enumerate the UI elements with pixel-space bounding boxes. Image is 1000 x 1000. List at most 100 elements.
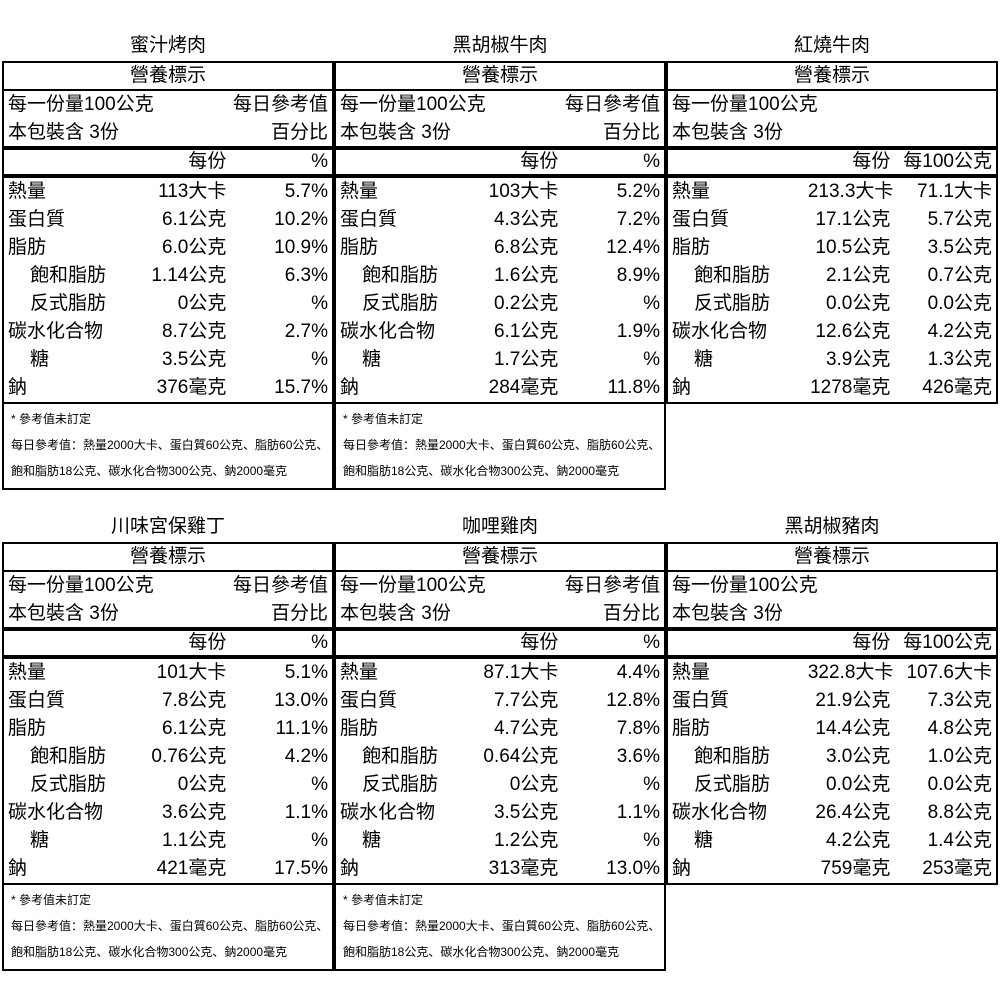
daily-value-header: 每日參考值 xyxy=(564,575,660,596)
nutrient-row: 熱量 103大卡 5.2% xyxy=(335,176,665,206)
nutrition-table: 營養標示 每一份量100公克 本包裝含 3份 每份 每100公克 熱量 213.3大卡 71.… xyxy=(666,61,998,404)
nutrition-label: 咖哩雞肉 營養標示 每一份量100公克 每日參考值 本包裝含 3份 百分比 每份% 熱量 87.… xyxy=(334,512,666,971)
nutrient-reference: 7.2% xyxy=(616,209,660,230)
nutrient-reference: 10.2% xyxy=(274,209,328,230)
nutrient-reference: 5.1% xyxy=(284,662,328,683)
nutrient-name: 反式脂肪 xyxy=(362,774,439,795)
footnote: * 參考值未訂定 每日參考值：熱量2000大卡、蛋白質60公克、脂肪60公克、 飽和… xyxy=(335,883,665,970)
column-header-row: 每份 每100公克 xyxy=(667,629,997,659)
nutrient-amount: 0.0公克 xyxy=(825,293,891,314)
serving-size-row: 每一份量100公克 xyxy=(667,571,997,600)
blank-column-header xyxy=(335,629,476,659)
serving-size: 每一份量100公克 xyxy=(672,575,818,596)
per-serving-column-header: 每份 xyxy=(807,148,895,178)
nutrient-reference: 6.3% xyxy=(284,265,328,286)
nutrient-amount: 4.7公克 xyxy=(493,718,559,739)
nutrient-amount: 21.9公克 xyxy=(815,690,891,711)
nutrient-name: 熱量 xyxy=(8,662,47,683)
servings-per-pack-row: 本包裝含 3份 百分比 xyxy=(335,600,665,631)
column-header-row: 每份% xyxy=(335,629,665,659)
nutrient-row: 熱量 101大卡 5.1% xyxy=(3,657,333,687)
nutrient-row: 蛋白質 6.1公克 10.2% xyxy=(3,206,333,234)
daily-value-header xyxy=(894,90,997,119)
footnote-line: 每日參考值：熱量2000大卡、蛋白質60公克、脂肪60公克、 xyxy=(343,919,661,933)
servings-per-package: 本包裝含 3份 xyxy=(667,119,895,150)
nutrient-amount: 3.5公克 xyxy=(161,349,227,370)
nutrient-row: 糖 3.9公克 1.3公克 xyxy=(667,346,997,374)
product-name: 咖哩雞肉 xyxy=(461,516,538,537)
nutrient-amount: 2.1公克 xyxy=(825,265,891,286)
serving-size-row: 每一份量100公克 每日參考值 xyxy=(3,571,333,600)
nutrient-row: 鈉 759毫克 253毫克 xyxy=(667,855,997,884)
reference-column-header: % xyxy=(562,148,665,178)
nutrition-label: 蜜汁烤肉 營養標示 每一份量100公克 每日參考值 本包裝含 3份 百分比 每份% 熱量 113… xyxy=(2,31,334,490)
nutrient-row: 反式脂肪 0公克% xyxy=(335,771,665,799)
nutrient-name: 反式脂肪 xyxy=(362,293,439,314)
nutrient-name: 糖 xyxy=(694,349,714,370)
nutrient-name: 糖 xyxy=(694,830,714,851)
nutrient-amount: 1.14公克 xyxy=(151,265,227,286)
nutrient-amount: 7.7公克 xyxy=(493,690,559,711)
nutrient-amount: 87.1大卡 xyxy=(483,662,559,683)
nutrient-reference: 253毫克 xyxy=(922,858,992,879)
nutrient-row: 蛋白質 21.9公克 7.3公克 xyxy=(667,687,997,715)
nutrient-reference: % xyxy=(311,830,328,851)
nutrient-amount: 4.3公克 xyxy=(493,209,559,230)
nutrition-table: 營養標示 每一份量100公克 每日參考值 本包裝含 3份 百分比 每份% 熱量 87.1大卡 4… xyxy=(334,542,666,971)
percent-header: 百分比 xyxy=(230,119,333,150)
nutrient-reference: 10.9% xyxy=(274,237,328,258)
nutrient-amount: 759毫克 xyxy=(820,858,891,879)
servings-per-pack-row: 本包裝含 3份 百分比 xyxy=(3,600,333,631)
nutrient-row: 糖 1.2公克% xyxy=(335,827,665,855)
nutrient-amount: 1.7公克 xyxy=(493,349,559,370)
nutrient-row: 碳水化合物 12.6公克 4.2公克 xyxy=(667,318,997,346)
footnote-line: 飽和脂肪18公克、碳水化合物300公克、鈉2000毫克 xyxy=(343,945,620,959)
nutrient-name: 飽和脂肪 xyxy=(694,746,771,767)
nutrient-amount: 3.9公克 xyxy=(825,349,891,370)
product-name: 蜜汁烤肉 xyxy=(129,35,206,56)
nutrient-amount: 3.6公克 xyxy=(161,802,227,823)
nutrient-name: 脂肪 xyxy=(340,718,379,739)
nutrient-row: 蛋白質 7.7公克 12.8% xyxy=(335,687,665,715)
percent-header xyxy=(894,119,997,150)
nutrient-row: 碳水化合物 3.6公克 1.1% xyxy=(3,799,333,827)
footnote-line: * 參考值未訂定 xyxy=(343,412,424,426)
nutrient-amount: 14.4公克 xyxy=(815,718,891,739)
nutrient-name: 碳水化合物 xyxy=(8,321,104,342)
nutrient-name: 蛋白質 xyxy=(340,690,398,711)
nutrient-row: 飽和脂肪 1.14公克 6.3% xyxy=(3,262,333,290)
serving-size-row: 每一份量100公克 每日參考值 xyxy=(335,90,665,119)
nutrition-table-title: 營養標示 xyxy=(335,62,665,91)
nutrient-row: 鈉 376毫克 15.7% xyxy=(3,374,333,403)
nutrient-row: 碳水化合物 8.7公克 2.7% xyxy=(3,318,333,346)
nutrient-row: 脂肪 10.5公克 3.5公克 xyxy=(667,234,997,262)
servings-per-pack-row: 本包裝含 3份 xyxy=(667,119,997,150)
nutrient-reference: 2.7% xyxy=(284,321,328,342)
nutrient-reference: % xyxy=(311,293,328,314)
nutrition-label: 川味宮保雞丁 營養標示 每一份量100公克 每日參考值 本包裝含 3份 百分比 每份% 熱量 1… xyxy=(2,512,334,971)
daily-value-header xyxy=(894,571,997,600)
nutrient-amount: 10.5公克 xyxy=(815,237,891,258)
nutrient-name: 脂肪 xyxy=(340,237,379,258)
nutrient-amount: 0.64公克 xyxy=(483,746,559,767)
nutrient-row: 蛋白質 4.3公克 7.2% xyxy=(335,206,665,234)
nutrition-table-header-row: 營養標示 xyxy=(667,62,997,91)
nutrient-name: 鈉 xyxy=(340,858,360,879)
nutrient-reference: 0.0公克 xyxy=(927,774,992,795)
reference-column-header: % xyxy=(230,629,333,659)
nutrient-name: 脂肪 xyxy=(8,237,47,258)
footnote-row: * 參考值未訂定 每日參考值：熱量2000大卡、蛋白質60公克、脂肪60公克、 飽和… xyxy=(3,402,333,489)
nutrient-reference: 11.8% xyxy=(607,377,660,398)
nutrition-labels-sheet: 蜜汁烤肉 營養標示 每一份量100公克 每日參考值 本包裝含 3份 百分比 每份% 熱量 113… xyxy=(2,31,998,971)
nutrient-reference: 13.0% xyxy=(274,690,328,711)
serving-size: 每一份量100公克 xyxy=(340,94,486,115)
nutrition-table-title: 營養標示 xyxy=(3,62,333,91)
product-name: 紅燒牛肉 xyxy=(793,35,870,56)
nutrient-name: 脂肪 xyxy=(8,718,47,739)
nutrient-amount: 1.2公克 xyxy=(493,830,559,851)
nutrient-name: 蛋白質 xyxy=(340,209,398,230)
nutrient-reference: 12.8% xyxy=(606,690,660,711)
nutrient-row: 蛋白質 7.8公克 13.0% xyxy=(3,687,333,715)
nutrient-reference: % xyxy=(311,774,328,795)
servings-per-package: 本包裝含 3份 xyxy=(335,600,563,631)
